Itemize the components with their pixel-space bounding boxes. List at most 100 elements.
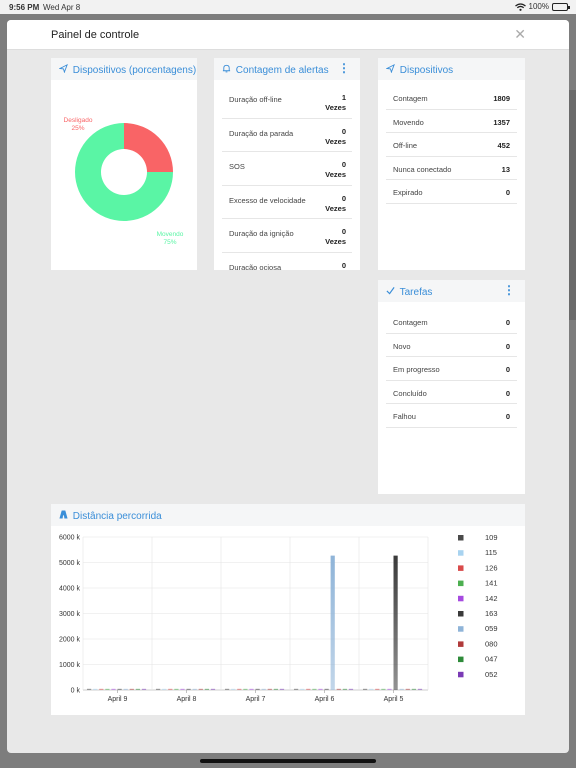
bar-163-4[interactable] [393,555,398,690]
bar-047-0[interactable] [135,688,140,690]
x-tick-label: April 7 [246,696,266,703]
bar-126-4[interactable] [375,688,380,690]
legend-label[interactable]: 142 [485,594,498,603]
legend-label[interactable]: 080 [485,639,498,648]
alert-row-count: 0 [341,193,346,203]
bar-142-3[interactable] [318,688,323,690]
bar-047-2[interactable] [273,688,278,690]
bar-141-0[interactable] [105,688,110,690]
legend-swatch[interactable] [458,626,464,632]
legend-swatch[interactable] [458,611,464,617]
bar-126-2[interactable] [237,688,242,690]
bar-109-1[interactable] [156,688,161,690]
bar-059-1[interactable] [192,688,197,690]
check-icon [386,287,395,295]
alert-row: Duração ociosa 0 [222,253,352,271]
close-icon[interactable]: ✕ [514,26,526,42]
legend-swatch[interactable] [458,580,464,587]
pie-slice-desligado[interactable] [124,123,173,172]
bar-141-3[interactable] [312,688,317,690]
alert-row: Excesso de velocidade 0 Vezes [222,186,352,219]
legend-swatch[interactable] [458,565,464,571]
bar-142-4[interactable] [387,688,392,690]
bar-142-0[interactable] [111,688,116,690]
distance-header: Distância percorrida [51,504,525,526]
legend-swatch[interactable] [458,550,464,556]
legend-label[interactable]: 141 [485,579,498,588]
bar-142-2[interactable] [249,688,254,690]
bar-141-2[interactable] [243,688,248,690]
bar-141-1[interactable] [174,688,179,690]
bar-080-3[interactable] [336,688,341,690]
legend-swatch[interactable] [458,671,464,678]
legend-label[interactable]: 163 [485,609,498,618]
bar-115-3[interactable] [300,688,305,690]
home-indicator[interactable] [200,759,376,763]
x-tick-label: April 8 [177,696,197,703]
bar-052-4[interactable] [417,688,423,690]
bar-115-4[interactable] [369,688,374,690]
task-row-count: 0 [505,388,510,398]
alert-row-count: 0 [341,160,346,169]
device-row-count: 0 [505,188,510,197]
legend-label[interactable]: 052 [485,670,498,679]
bar-126-3[interactable] [306,688,311,690]
legend-label[interactable]: 047 [485,655,498,664]
bar-059-4[interactable] [399,688,404,690]
legend-label[interactable]: 115 [485,548,497,557]
bar-080-4[interactable] [405,688,410,690]
bar-115-1[interactable] [162,688,167,690]
legend-label[interactable]: 126 [485,563,498,572]
bar-141-4[interactable] [381,688,386,690]
bar-109-3[interactable] [294,688,299,690]
pie-slice-movendo[interactable] [75,123,173,221]
bar-052-1[interactable] [210,688,216,690]
alerts-menu-icon[interactable]: ⋮ [338,61,350,75]
bar-115-2[interactable] [231,688,236,690]
bar-059-3[interactable] [330,555,335,690]
task-row-value: 0 [506,389,510,398]
bar-052-2[interactable] [279,688,285,690]
bar-126-0[interactable] [99,688,104,690]
alert-row-label: Duração ociosa [229,262,282,271]
y-tick-label: 6000 k [59,535,81,542]
tasks-menu-icon[interactable]: ⋮ [503,283,515,297]
y-tick-label: 2000 k [59,637,81,644]
bar-080-1[interactable] [198,688,203,690]
legend-swatch[interactable] [458,656,464,663]
legend-label[interactable]: 109 [485,533,498,542]
task-row-value: 0 [506,365,510,374]
legend-swatch[interactable] [458,641,464,647]
bar-126-1[interactable] [168,688,173,690]
device-row-label: Contagem [393,94,428,103]
modal-header: Painel de controle ✕ [7,20,569,50]
task-row-label: Concluído [393,388,427,398]
bar-142-1[interactable] [180,688,185,690]
bar-047-3[interactable] [342,688,347,690]
distance-title: Distância percorrida [72,511,162,522]
legend-swatch[interactable] [458,595,464,602]
bar-052-3[interactable] [348,688,354,690]
status-date: Wed Apr 8 [43,3,81,12]
bar-059-0[interactable] [123,688,128,690]
bar-109-4[interactable] [363,688,368,690]
bar-047-4[interactable] [411,688,416,690]
alert-row-label: Duração off-line [229,95,282,104]
bar-059-2[interactable] [261,688,266,690]
bar-080-2[interactable] [267,688,272,690]
bar-115-0[interactable] [93,688,98,690]
bar-052-0[interactable] [141,688,147,690]
bar-163-2[interactable] [255,688,260,690]
bar-163-3[interactable] [324,688,329,690]
legend-label[interactable]: 059 [485,624,498,633]
bar-163-0[interactable] [117,688,122,690]
device-row-value: 1357 [493,118,510,127]
bar-109-0[interactable] [87,688,92,690]
bar-047-1[interactable] [204,688,209,690]
bar-080-0[interactable] [129,688,134,690]
bar-163-1[interactable] [186,688,191,690]
legend-swatch[interactable] [458,535,464,541]
devices-percent-card: Dispositivos (porcentagens) Desligado 25%… [51,58,197,270]
alert-row-value: 0 Vezes [325,227,346,247]
bar-109-2[interactable] [225,688,230,690]
